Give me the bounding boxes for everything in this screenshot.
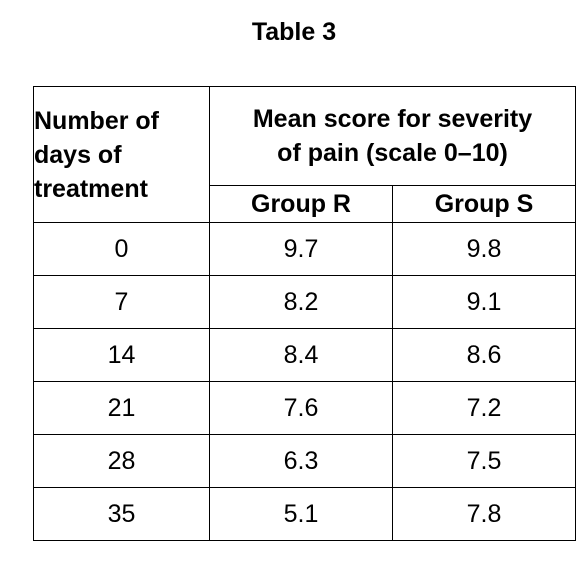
group-r-cell: 7.6 xyxy=(209,381,393,435)
days-header-line: treatment xyxy=(34,174,148,203)
days-cell: 21 xyxy=(33,381,210,435)
group-r-cell: 5.1 xyxy=(209,487,393,541)
days-header-line: Number of xyxy=(34,106,159,135)
group-s-cell: 7.5 xyxy=(392,434,576,488)
group-s-cell: 8.6 xyxy=(392,328,576,382)
group-r-cell: 8.4 xyxy=(209,328,393,382)
group-s-cell: 9.8 xyxy=(392,222,576,276)
table-row: 7 8.2 9.1 xyxy=(33,275,576,329)
group-r-header: Group R xyxy=(209,185,393,223)
days-header-line: days of xyxy=(34,140,122,169)
group-r-cell: 6.3 xyxy=(209,434,393,488)
table-row: 0 9.7 9.8 xyxy=(33,222,576,276)
group-s-header: Group S xyxy=(392,185,576,223)
table-title: Table 3 xyxy=(251,18,337,46)
group-s-cell: 9.1 xyxy=(392,275,576,329)
group-r-cell: 8.2 xyxy=(209,275,393,329)
mean-header-line: of pain (scale 0–10) xyxy=(277,139,508,167)
mean-header-line: Mean score for severity xyxy=(252,105,533,133)
table-row: 35 5.1 7.8 xyxy=(33,487,576,541)
days-cell: 0 xyxy=(33,222,210,276)
group-r-cell: 9.7 xyxy=(209,222,393,276)
pain-score-table: Number of days of treatment Mean score f… xyxy=(33,86,576,541)
days-column-header: Number of days of treatment xyxy=(33,86,210,223)
group-s-cell: 7.8 xyxy=(392,487,576,541)
group-s-cell: 7.2 xyxy=(392,381,576,435)
days-cell: 28 xyxy=(33,434,210,488)
table-row: 14 8.4 8.6 xyxy=(33,328,576,382)
days-cell: 35 xyxy=(33,487,210,541)
table-row: 28 6.3 7.5 xyxy=(33,434,576,488)
table-row: 21 7.6 7.2 xyxy=(33,381,576,435)
days-cell: 7 xyxy=(33,275,210,329)
mean-score-header: Mean score for severity of pain (scale 0… xyxy=(209,86,576,186)
days-cell: 14 xyxy=(33,328,210,382)
